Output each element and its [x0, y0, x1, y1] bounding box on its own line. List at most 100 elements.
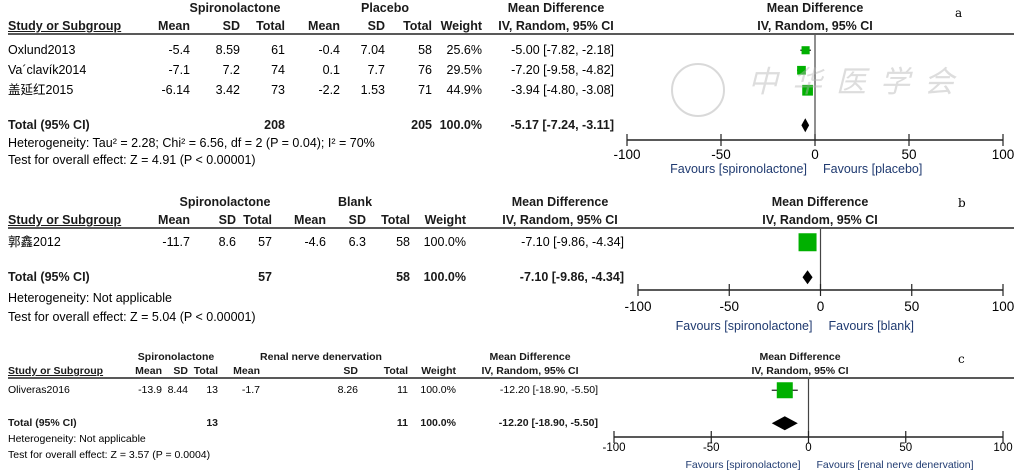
study-marker: [798, 233, 817, 252]
study-header: Study or Subgroup: [8, 19, 122, 33]
watermark-seal-icon: [671, 63, 725, 117]
study-n1: 57: [258, 235, 272, 249]
study-weight: 100.0%: [423, 235, 466, 249]
study-marker: [801, 46, 810, 55]
study-name: 郭鑫2012: [8, 235, 61, 249]
sd-header: SD: [218, 213, 236, 227]
plot-title: Mean Difference: [759, 351, 841, 363]
total-weight: 100.0%: [423, 270, 466, 284]
total-header: Total: [403, 19, 432, 33]
overall-effect-text: Test for overall effect: Z = 3.57 (P = 0…: [8, 449, 211, 461]
favours-left-label: Favours [spironolactone]: [675, 319, 813, 333]
panel-label: a: [955, 6, 963, 20]
favours-right-label: Favours [renal nerve denervation]: [816, 459, 974, 471]
x-tick-label: 0: [805, 442, 812, 454]
weight-header: Weight: [440, 19, 482, 33]
md-column-subtitle: IV, Random, 95% CI: [498, 19, 614, 33]
plot-subtitle: IV, Random, 95% CI: [762, 213, 878, 227]
x-tick-label: 100: [993, 442, 1013, 454]
study-n2: 58: [418, 43, 432, 57]
total-header: Total: [243, 213, 272, 227]
study-name: Va´clavík2014: [8, 63, 87, 77]
group2-header: Renal nerve denervation: [260, 351, 382, 363]
group2-header: Blank: [337, 195, 373, 209]
study-n2: 58: [396, 235, 410, 249]
total-label: Total (95% CI): [8, 270, 90, 284]
group1-header: Spironolactone: [179, 195, 271, 209]
total-weight: 100.0%: [439, 118, 482, 132]
study-md-ci: -12.20 [-18.90, -5.50]: [499, 384, 598, 396]
study-m2: -4.6: [304, 235, 326, 249]
weight-header: Weight: [421, 365, 456, 377]
mean-header: Mean: [233, 365, 260, 377]
study-sd2: 6.3: [348, 235, 366, 249]
total-n2: 205: [411, 118, 432, 132]
total-n1: 57: [258, 270, 272, 284]
x-tick-label: -100: [624, 299, 652, 314]
study-m2: 0.1: [322, 63, 340, 77]
study-weight: 29.5%: [446, 63, 482, 77]
total-md-ci: -5.17 [-7.24, -3.11]: [510, 118, 614, 132]
x-tick-label: -50: [719, 299, 740, 314]
study-sd2: 7.04: [360, 43, 385, 57]
watermark-text: 中华医学会: [748, 66, 968, 99]
mean-header: Mean: [294, 213, 326, 227]
sd-header: SD: [348, 213, 366, 227]
favours-right-label: Favours [placebo]: [823, 162, 923, 176]
study-marker: [797, 65, 806, 75]
md-column-title: Mean Difference: [489, 351, 571, 363]
total-header: Total: [193, 365, 218, 377]
total-label: Total (95% CI): [8, 118, 90, 132]
x-tick-label: 100: [991, 299, 1015, 314]
study-m1: -13.9: [138, 384, 162, 396]
x-tick-label: 50: [904, 299, 920, 314]
total-n1: 208: [264, 118, 285, 132]
heterogeneity-text: Heterogeneity: Not applicable: [8, 291, 172, 305]
study-n1: 74: [271, 63, 285, 77]
sd-header: SD: [173, 365, 188, 377]
x-tick-label: -100: [602, 442, 626, 454]
total-header: Total: [383, 365, 408, 377]
study-m2: -2.2: [318, 83, 340, 97]
study-m2: -0.4: [318, 43, 340, 57]
heterogeneity-text: Heterogeneity: Tau² = 2.28; Chi² = 6.56,…: [8, 136, 375, 150]
panel-label: c: [958, 352, 965, 366]
plot-subtitle: IV, Random, 95% CI: [751, 365, 849, 377]
overall-effect-text: Test for overall effect: Z = 5.04 (P < 0…: [8, 310, 256, 324]
study-header: Study or Subgroup: [8, 365, 104, 377]
study-md-ci: -7.10 [-9.86, -4.34]: [521, 235, 624, 249]
total-n2: 58: [396, 270, 410, 284]
md-column-subtitle: IV, Random, 95% CI: [502, 213, 618, 227]
study-n2: 76: [418, 63, 432, 77]
study-weight: 25.6%: [446, 43, 482, 57]
study-sd1: 8.6: [218, 235, 236, 249]
study-name: Oxlund2013: [8, 43, 76, 57]
overall-effect-text: Test for overall effect: Z = 4.91 (P < 0…: [8, 153, 256, 167]
mean-header: Mean: [135, 365, 162, 377]
group1-header: Spironolactone: [189, 1, 281, 15]
md-column-subtitle: IV, Random, 95% CI: [481, 365, 579, 377]
mean-header: Mean: [158, 213, 190, 227]
study-m1: -11.7: [162, 235, 190, 249]
study-marker: [776, 382, 793, 399]
x-tick-label: 100: [991, 147, 1015, 162]
group2-header: Placebo: [361, 1, 409, 15]
study-n1: 13: [206, 384, 218, 396]
study-header: Study or Subgroup: [8, 213, 122, 227]
study-sd2: 1.53: [360, 83, 385, 97]
study-sd2: 7.7: [367, 63, 385, 77]
x-tick-label: 0: [811, 147, 819, 162]
sd-header: SD: [222, 19, 240, 33]
plot-subtitle: IV, Random, 95% CI: [757, 19, 873, 33]
study-md-ci: -5.00 [-7.82, -2.18]: [511, 43, 614, 57]
study-m2: -1.7: [241, 384, 260, 396]
total-header: Total: [381, 213, 410, 227]
study-md-ci: -7.20 [-9.58, -4.82]: [511, 63, 614, 77]
total-label: Total (95% CI): [8, 417, 77, 429]
study-n2: 11: [397, 384, 408, 396]
study-md-ci: -3.94 [-4.80, -3.08]: [511, 83, 614, 97]
total-header: Total: [256, 19, 285, 33]
favours-left-label: Favours [spironolactone]: [670, 162, 807, 176]
